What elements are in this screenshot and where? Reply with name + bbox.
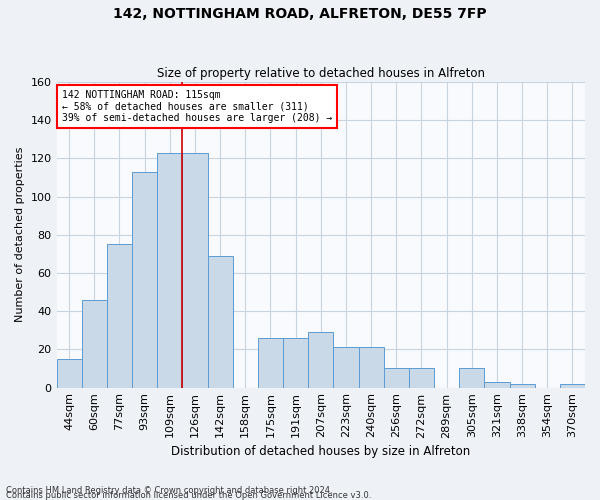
Bar bbox=[157, 152, 182, 388]
Y-axis label: Number of detached properties: Number of detached properties bbox=[15, 147, 25, 322]
Bar bbox=[258, 338, 283, 388]
Bar bbox=[182, 152, 208, 388]
Text: Contains HM Land Registry data © Crown copyright and database right 2024.: Contains HM Land Registry data © Crown c… bbox=[6, 486, 332, 495]
Bar bbox=[560, 384, 585, 388]
Bar bbox=[409, 368, 434, 388]
Bar bbox=[107, 244, 132, 388]
Bar bbox=[334, 348, 359, 388]
Bar bbox=[283, 338, 308, 388]
Bar bbox=[459, 368, 484, 388]
Bar bbox=[56, 359, 82, 388]
Bar bbox=[484, 382, 509, 388]
Bar bbox=[132, 172, 157, 388]
Bar bbox=[208, 256, 233, 388]
Text: Contains public sector information licensed under the Open Government Licence v3: Contains public sector information licen… bbox=[6, 491, 371, 500]
Text: 142 NOTTINGHAM ROAD: 115sqm
← 58% of detached houses are smaller (311)
39% of se: 142 NOTTINGHAM ROAD: 115sqm ← 58% of det… bbox=[62, 90, 332, 123]
Title: Size of property relative to detached houses in Alfreton: Size of property relative to detached ho… bbox=[157, 66, 485, 80]
Bar bbox=[308, 332, 334, 388]
X-axis label: Distribution of detached houses by size in Alfreton: Distribution of detached houses by size … bbox=[171, 444, 470, 458]
Text: 142, NOTTINGHAM ROAD, ALFRETON, DE55 7FP: 142, NOTTINGHAM ROAD, ALFRETON, DE55 7FP bbox=[113, 8, 487, 22]
Bar bbox=[82, 300, 107, 388]
Bar bbox=[383, 368, 409, 388]
Bar bbox=[509, 384, 535, 388]
Bar bbox=[359, 348, 383, 388]
